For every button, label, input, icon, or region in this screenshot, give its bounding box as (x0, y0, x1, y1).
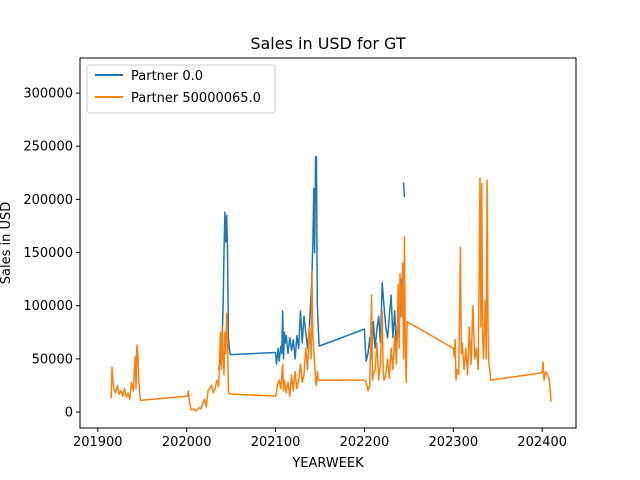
x-axis: 201900 202000 202100 202200 202300 202400 (73, 428, 567, 450)
y-axis-label: Sales in USD (0, 202, 14, 285)
legend-box (86, 64, 276, 114)
legend-label-partner-50000065: Partner 50000065.0 (131, 91, 261, 106)
x-axis-label: YEARWEEK (291, 456, 364, 471)
x-tick-label-201900: 201900 (73, 435, 123, 450)
x-tick-label-202400: 202400 (517, 435, 567, 450)
plot-frame (79, 57, 577, 429)
y-tick-label-0: 0 (65, 406, 73, 421)
chart-title: Sales in USD for GT (250, 34, 406, 53)
x-tick-label-202300: 202300 (429, 435, 479, 450)
series-line-1-segment-0 (110, 177, 552, 412)
series-layer (110, 156, 552, 412)
legend-label-partner-0: Partner 0.0 (131, 69, 203, 84)
y-tick-label-300000: 300000 (23, 87, 73, 102)
y-axis: 0 50000 100000 150000 200000 250000 300000 (23, 87, 80, 421)
y-tick-label-150000: 150000 (23, 246, 73, 261)
legend: Partner 0.0 Partner 50000065.0 (86, 64, 276, 114)
x-tick-label-202100: 202100 (251, 435, 301, 450)
x-tick-label-202000: 202000 (162, 435, 212, 450)
series-line-0-segment-1 (402, 182, 406, 198)
x-tick-label-202200: 202200 (340, 435, 390, 450)
y-tick-label-50000: 50000 (32, 352, 73, 367)
y-tick-label-200000: 200000 (23, 193, 73, 208)
plot-area (80, 58, 576, 428)
y-tick-label-100000: 100000 (23, 299, 73, 314)
y-tick-label-250000: 250000 (23, 140, 73, 155)
